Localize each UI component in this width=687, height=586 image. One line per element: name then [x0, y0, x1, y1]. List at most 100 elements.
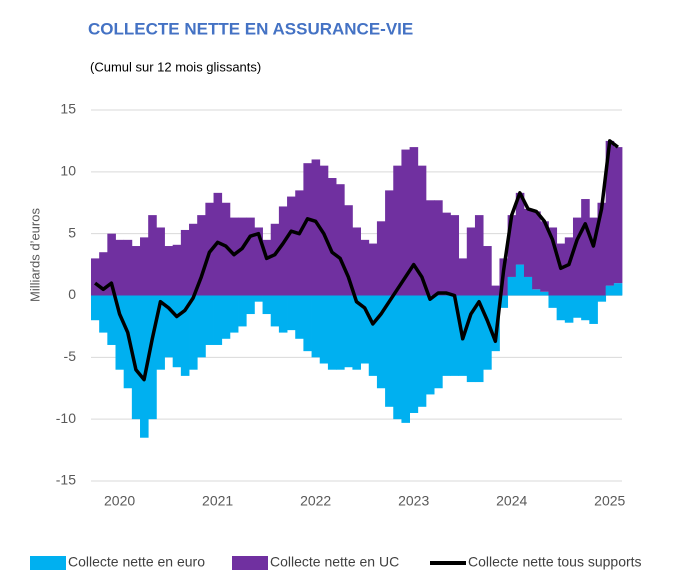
bar — [425, 200, 435, 296]
bar — [148, 215, 157, 296]
bar — [327, 295, 337, 370]
legend-swatch — [30, 556, 66, 570]
bar — [401, 149, 410, 296]
bar — [254, 227, 263, 296]
bar — [140, 237, 149, 296]
x-tick-label: 2020 — [104, 493, 135, 509]
bar — [270, 295, 280, 327]
bar — [515, 192, 525, 265]
bar — [417, 165, 427, 296]
bar — [434, 295, 443, 389]
y-tick-label: 10 — [60, 163, 76, 179]
bar — [197, 295, 206, 358]
bar — [205, 202, 214, 296]
bar — [385, 295, 394, 407]
bar — [605, 140, 615, 286]
bar — [107, 295, 116, 345]
bar — [564, 295, 574, 323]
bar — [180, 229, 190, 296]
bar — [483, 246, 492, 296]
bar — [91, 295, 100, 321]
bar — [401, 295, 410, 423]
x-tick-label: 2024 — [496, 493, 527, 509]
bar — [597, 295, 607, 302]
bar — [532, 211, 541, 290]
bar — [450, 215, 460, 296]
bar — [287, 196, 296, 296]
bar — [156, 295, 165, 370]
bar — [376, 295, 386, 389]
bar — [368, 243, 378, 296]
bar — [123, 295, 133, 389]
bar — [613, 283, 623, 296]
bar — [385, 190, 394, 296]
bar — [319, 295, 329, 364]
bar — [393, 165, 402, 296]
bar — [197, 215, 206, 296]
bar — [172, 244, 182, 296]
bar — [409, 147, 419, 296]
legend-label: Collecte nette en UC — [270, 554, 399, 570]
y-tick-label: -5 — [64, 348, 77, 364]
bar — [99, 252, 108, 296]
bar — [327, 178, 337, 296]
bar — [221, 295, 231, 339]
bar — [483, 295, 492, 370]
bar — [164, 246, 174, 296]
bar — [238, 295, 247, 327]
bar — [540, 291, 549, 296]
bar — [589, 295, 598, 324]
bar — [189, 223, 198, 296]
bar — [466, 227, 476, 296]
x-tick-label: 2025 — [594, 493, 625, 509]
bar — [131, 246, 141, 296]
bar — [507, 276, 517, 296]
bar — [474, 295, 484, 383]
bar — [532, 289, 541, 296]
bar — [278, 206, 288, 296]
bar — [368, 295, 378, 376]
bar — [450, 295, 460, 376]
bar — [336, 295, 345, 370]
legend-label: Collecte nette tous supports — [468, 554, 642, 570]
bar — [344, 205, 353, 296]
y-tick-label: -10 — [56, 410, 76, 426]
bar — [572, 295, 582, 318]
bar — [115, 239, 125, 296]
bar — [205, 295, 214, 345]
bar — [376, 221, 386, 296]
bar — [172, 295, 182, 368]
bar — [499, 295, 509, 308]
bar — [295, 190, 304, 296]
legend-label: Collecte nette en euro — [68, 554, 205, 570]
bar — [238, 217, 247, 296]
bar — [352, 295, 361, 370]
bar — [246, 217, 255, 296]
bar — [295, 295, 304, 339]
bar — [523, 208, 533, 277]
bar — [491, 285, 500, 296]
bar — [417, 295, 427, 407]
x-tick-label: 2023 — [398, 493, 429, 509]
bar — [409, 295, 419, 413]
bar — [107, 233, 116, 296]
bar — [311, 159, 321, 296]
x-tick-label: 2021 — [202, 493, 233, 509]
bar — [287, 295, 296, 331]
bar — [515, 264, 525, 296]
y-tick-label: 5 — [68, 224, 76, 240]
bar — [605, 285, 615, 296]
bar — [140, 295, 149, 438]
bar — [352, 227, 361, 296]
y-axis-label: Milliards d’euros — [27, 208, 42, 302]
bar — [303, 295, 312, 352]
bar — [221, 202, 231, 296]
bar — [564, 237, 574, 296]
bar — [523, 276, 533, 296]
bar — [344, 295, 353, 368]
legend-swatch — [232, 556, 268, 570]
bar — [262, 239, 272, 296]
bar — [270, 223, 280, 296]
bar — [115, 295, 125, 370]
bar — [156, 227, 165, 296]
